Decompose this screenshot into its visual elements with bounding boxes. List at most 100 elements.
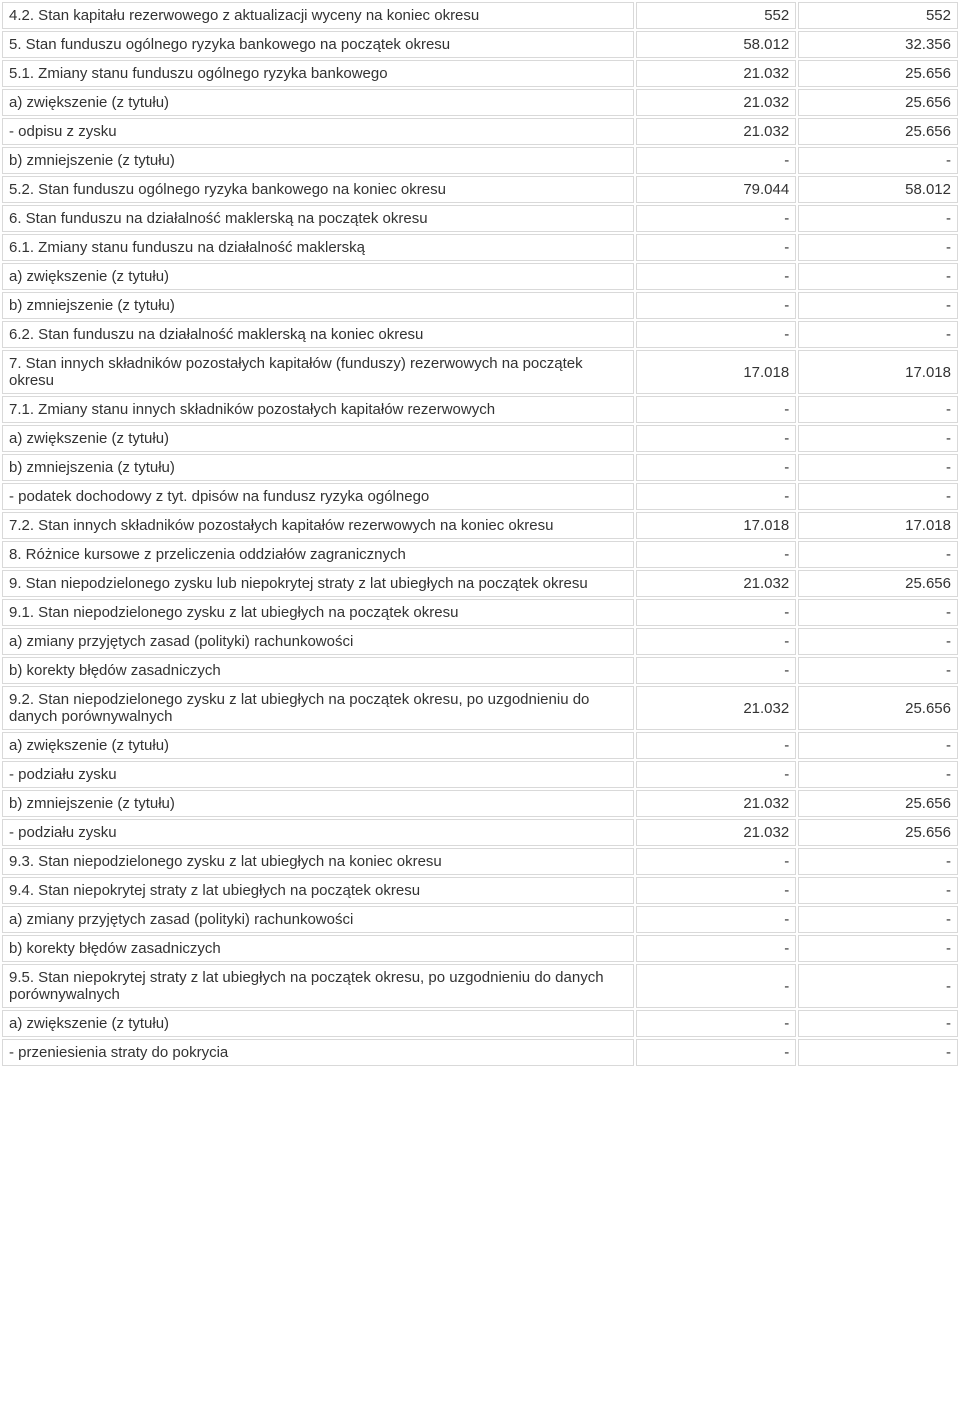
row-label: 8. Różnice kursowe z przeliczenia oddzia… [2,541,634,568]
row-value-2: - [798,425,958,452]
row-value-1: 21.032 [636,60,796,87]
row-value-1: - [636,425,796,452]
row-label: b) zmniejszenie (z tytułu) [2,292,634,319]
row-value-1: 17.018 [636,512,796,539]
row-value-1: - [636,848,796,875]
row-value-1: - [636,205,796,232]
row-label: b) korekty błędów zasadniczych [2,935,634,962]
row-value-1: 21.032 [636,570,796,597]
table-row: - podatek dochodowy z tyt. dpisów na fun… [2,483,958,510]
row-value-2: - [798,732,958,759]
row-value-1: - [636,396,796,423]
financial-table: 4.2. Stan kapitału rezerwowego z aktuali… [0,0,960,1068]
row-value-2: - [798,454,958,481]
row-label: 9.5. Stan niepokrytej straty z lat ubieg… [2,964,634,1008]
row-value-2: - [798,147,958,174]
table-row: - odpisu z zysku21.03225.656 [2,118,958,145]
table-row: b) korekty błędów zasadniczych-- [2,657,958,684]
row-value-1: 58.012 [636,31,796,58]
row-label: a) zwiększenie (z tytułu) [2,89,634,116]
table-row: a) zmiany przyjętych zasad (polityki) ra… [2,906,958,933]
table-row: - przeniesienia straty do pokrycia-- [2,1039,958,1066]
row-label: a) zwiększenie (z tytułu) [2,425,634,452]
row-value-1: - [636,657,796,684]
row-value-2: 25.656 [798,118,958,145]
row-value-1: - [636,964,796,1008]
row-label: - podatek dochodowy z tyt. dpisów na fun… [2,483,634,510]
row-value-2: - [798,541,958,568]
row-value-2: 25.656 [798,819,958,846]
table-row: 6.1. Zmiany stanu funduszu na działalnoś… [2,234,958,261]
row-label: 7.1. Zmiany stanu innych składników pozo… [2,396,634,423]
table-row: a) zwiększenie (z tytułu)-- [2,263,958,290]
row-value-1: - [636,483,796,510]
row-value-1: 17.018 [636,350,796,394]
row-label: - podziału zysku [2,819,634,846]
table-row: 7.2. Stan innych składników pozostałych … [2,512,958,539]
row-value-1: - [636,234,796,261]
row-value-1: 79.044 [636,176,796,203]
row-label: b) zmniejszenie (z tytułu) [2,790,634,817]
row-value-1: - [636,1039,796,1066]
row-value-1: - [636,877,796,904]
row-value-2: - [798,1039,958,1066]
row-value-2: 17.018 [798,350,958,394]
row-label: 5.1. Zmiany stanu funduszu ogólnego ryzy… [2,60,634,87]
row-value-1: 21.032 [636,819,796,846]
row-value-2: - [798,234,958,261]
row-value-2: - [798,935,958,962]
row-label: - podziału zysku [2,761,634,788]
row-label: a) zwiększenie (z tytułu) [2,732,634,759]
row-value-2: 58.012 [798,176,958,203]
table-row: 6. Stan funduszu na działalność maklersk… [2,205,958,232]
table-row: 7. Stan innych składników pozostałych ka… [2,350,958,394]
row-value-2: 25.656 [798,570,958,597]
table-row: 9.4. Stan niepokrytej straty z lat ubieg… [2,877,958,904]
row-value-2: - [798,292,958,319]
row-value-1: 21.032 [636,118,796,145]
row-label: 9.1. Stan niepodzielonego zysku z lat ub… [2,599,634,626]
row-value-2: 25.656 [798,89,958,116]
row-label: 9. Stan niepodzielonego zysku lub niepok… [2,570,634,597]
table-row: b) zmniejszenie (z tytułu)-- [2,147,958,174]
row-label: 9.3. Stan niepodzielonego zysku z lat ub… [2,848,634,875]
row-value-1: - [636,906,796,933]
row-label: b) zmniejszenie (z tytułu) [2,147,634,174]
table-row: a) zwiększenie (z tytułu)-- [2,425,958,452]
row-label: 5.2. Stan funduszu ogólnego ryzyka banko… [2,176,634,203]
row-value-2: - [798,877,958,904]
row-value-2: - [798,599,958,626]
row-value-2: - [798,848,958,875]
table-row: b) zmniejszenie (z tytułu)21.03225.656 [2,790,958,817]
table-row: b) zmniejszenia (z tytułu)-- [2,454,958,481]
table-row: a) zmiany przyjętych zasad (polityki) ra… [2,628,958,655]
table-row: 9. Stan niepodzielonego zysku lub niepok… [2,570,958,597]
row-value-2: - [798,483,958,510]
row-label: 6. Stan funduszu na działalność maklersk… [2,205,634,232]
row-value-1: - [636,761,796,788]
row-label: a) zmiany przyjętych zasad (polityki) ra… [2,906,634,933]
row-label: - przeniesienia straty do pokrycia [2,1039,634,1066]
row-value-1: - [636,628,796,655]
table-row: 4.2. Stan kapitału rezerwowego z aktuali… [2,2,958,29]
row-label: 7.2. Stan innych składników pozostałych … [2,512,634,539]
row-value-2: - [798,761,958,788]
row-label: 5. Stan funduszu ogólnego ryzyka bankowe… [2,31,634,58]
row-value-2: 25.656 [798,790,958,817]
table-row: b) korekty błędów zasadniczych-- [2,935,958,962]
row-value-2: - [798,964,958,1008]
row-value-1: - [636,454,796,481]
row-label: b) korekty błędów zasadniczych [2,657,634,684]
row-value-2: 25.656 [798,60,958,87]
row-value-1: - [636,541,796,568]
row-label: - odpisu z zysku [2,118,634,145]
row-label: 6.1. Zmiany stanu funduszu na działalnoś… [2,234,634,261]
table-row: a) zwiększenie (z tytułu)-- [2,1010,958,1037]
row-value-1: 21.032 [636,89,796,116]
row-label: 7. Stan innych składników pozostałych ka… [2,350,634,394]
row-value-1: - [636,147,796,174]
row-value-1: - [636,935,796,962]
row-value-1: 21.032 [636,686,796,730]
table-row: 5.1. Zmiany stanu funduszu ogólnego ryzy… [2,60,958,87]
row-value-1: 552 [636,2,796,29]
